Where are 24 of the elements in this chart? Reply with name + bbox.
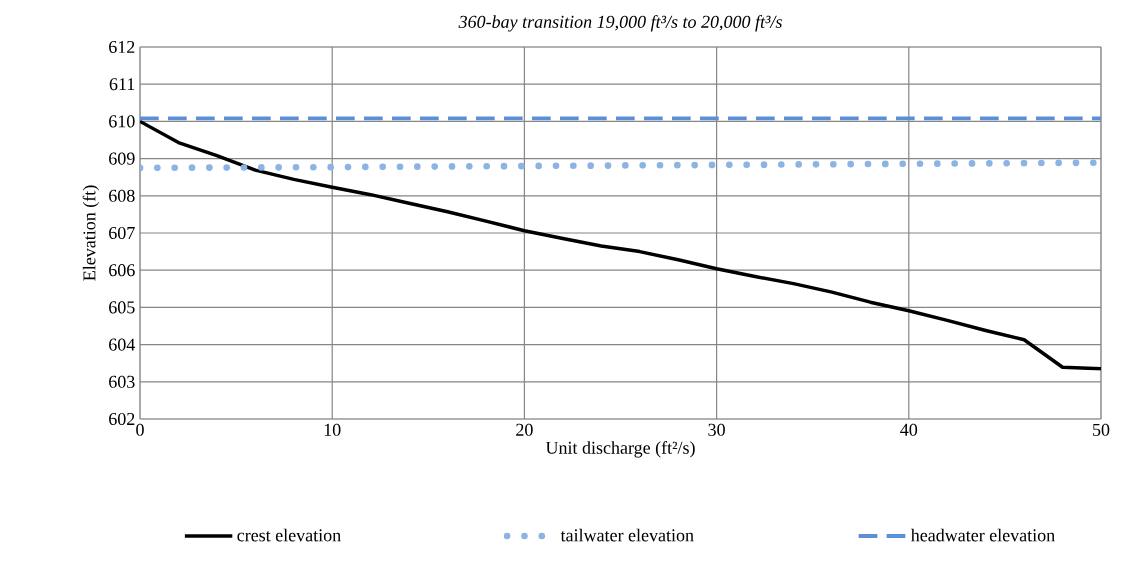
x-tick-label: 50 xyxy=(1093,423,1110,436)
legend-label: headwater elevation xyxy=(910,528,1055,542)
y-tick-label: 609 xyxy=(109,152,135,165)
x-tick-label: 20 xyxy=(516,423,533,436)
y-axis-title: Elevation (ft) xyxy=(82,185,100,281)
y-tick-label: 606 xyxy=(109,264,135,277)
legend-label: tailwater elevation xyxy=(560,528,694,542)
y-tick-label: 607 xyxy=(109,226,135,240)
y-tick-label: 611 xyxy=(109,78,135,91)
chart-title: 360-bay transition 19,000 ft³/s to 20,000 ft³/s xyxy=(458,15,782,32)
x-axis-title: Unit discharge (ft²/s) xyxy=(545,441,695,458)
y-tick-label: 603 xyxy=(109,375,135,388)
y-tick-label: 602 xyxy=(109,412,135,426)
x-tick-label: 0 xyxy=(136,423,144,436)
x-tick-label: 40 xyxy=(900,423,918,436)
line-series xyxy=(140,119,1101,371)
y-tick-label: 612 xyxy=(109,40,135,54)
y-tick-label: 605 xyxy=(109,301,135,314)
y-tick-label: 604 xyxy=(109,338,136,351)
x-tick-label: 10 xyxy=(324,423,341,436)
legend-label: crest elevation xyxy=(237,528,341,542)
y-tick-label: 608 xyxy=(109,189,135,202)
x-tick-label: 30 xyxy=(708,423,725,436)
y-tick-label: 610 xyxy=(109,115,135,128)
